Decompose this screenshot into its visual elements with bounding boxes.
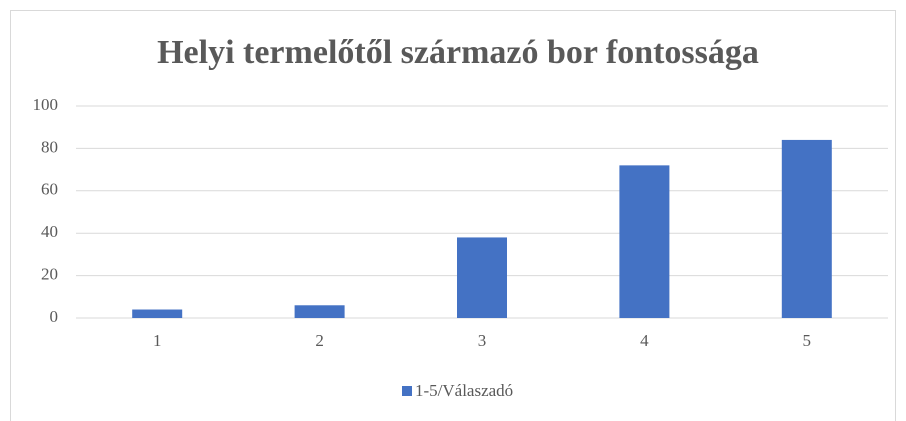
y-tick-label: 40	[41, 222, 58, 241]
legend-swatch	[402, 386, 412, 396]
chart-border	[10, 10, 896, 421]
x-tick-label: 4	[640, 331, 649, 350]
y-tick-label: 60	[41, 180, 58, 199]
bar	[781, 139, 832, 318]
bar	[132, 309, 183, 318]
y-tick-label: 20	[41, 265, 58, 284]
chart-title: Helyi termelőtől származó bor fontossága	[157, 34, 759, 71]
y-tick-label: 80	[41, 137, 58, 156]
x-tick-label: 3	[478, 331, 487, 350]
bar	[457, 237, 507, 318]
y-tick-label: 100	[33, 95, 59, 114]
x-tick-label: 2	[315, 331, 324, 350]
x-tick-label: 5	[803, 331, 812, 350]
legend-label: 1-5/Válaszadó	[415, 381, 513, 400]
bar	[619, 165, 670, 318]
x-tick-label: 1	[153, 331, 162, 350]
bar	[294, 305, 345, 318]
y-tick-label: 0	[50, 307, 59, 326]
